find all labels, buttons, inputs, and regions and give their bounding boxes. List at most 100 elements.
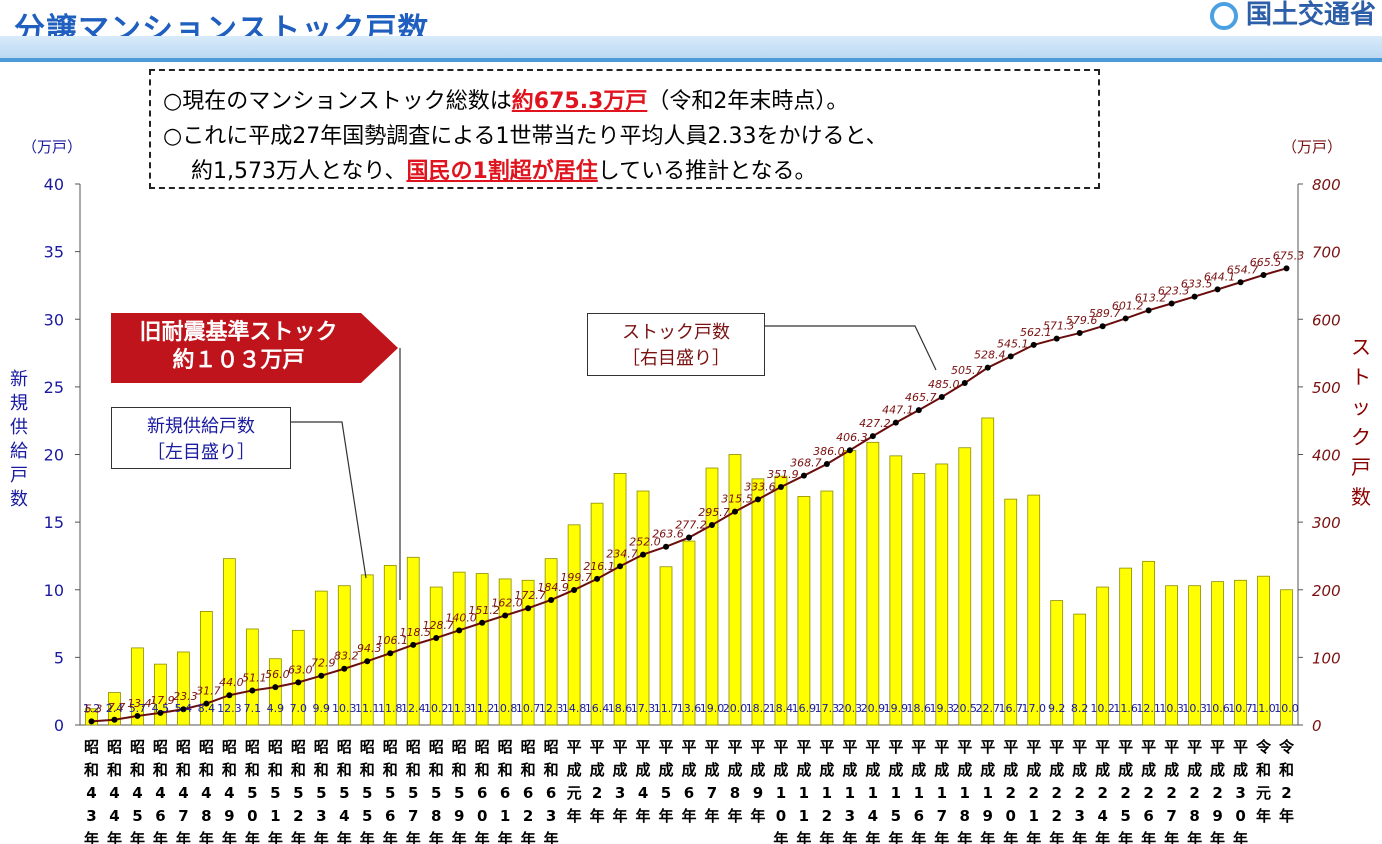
stock-point [525,605,532,612]
category-label-char: 成 [1164,761,1179,779]
category-label-char: 和 [406,761,421,779]
category-label-char: 年 [659,807,674,825]
category-label-char: 平 [1095,738,1110,756]
stock-value-label: 118.5 [399,626,431,639]
stock-point [180,706,187,713]
supply-bar [1119,567,1133,726]
supply-bar [406,556,420,726]
category-label-char: 昭 [452,738,467,756]
category-label-char: 昭 [521,738,536,756]
stock-point [1099,323,1106,330]
stock-value-label: 17.9 [150,694,175,707]
category-label-char: 4 [109,784,119,802]
category-label-char: 昭 [383,738,398,756]
category-label-char: 年 [360,830,375,844]
category-label-char: 年 [199,830,214,844]
category-label-char: 和 [222,761,237,779]
stock-value-label: 545.1 [997,337,1029,350]
category-label-char: 和 [291,761,306,779]
category-label-char: 5 [362,784,372,802]
category-label-char: 平 [865,738,880,756]
supply-value-label: 11.0 [1251,702,1276,715]
category-label-char: 9 [224,807,234,825]
stock-value-label: 44.0 [219,676,244,689]
supply-value-label: 20.0 [723,702,748,715]
right-tick-label: 100 [1312,649,1341,667]
left-tick-label: 20 [44,446,64,465]
stock-point [341,665,348,672]
stock-value-label: 633.5 [1181,278,1213,291]
stock-point [961,380,968,387]
stock-value-label: 665.5 [1250,256,1282,269]
category-label-char: 和 [383,761,398,779]
category-label-char: 和 [1279,761,1294,779]
stock-value-label: 368.7 [790,457,822,470]
stock-point [777,484,784,491]
stock-value-label: 63.0 [288,663,313,676]
category-label-char: 年 [1072,830,1087,844]
category-label-char: 4 [86,784,96,802]
category-label-char: 2 [1281,784,1291,802]
stock-value-label: 447.1 [882,404,914,417]
header-band [0,36,1382,58]
category-label-char: 和 [153,761,168,779]
category-label-char: 4 [109,807,119,825]
supply-bar [383,565,397,726]
supply-value-label: 18.6 [608,702,633,715]
category-label-char: 8 [1189,807,1199,825]
stock-value-label: 72.9 [311,657,336,670]
category-label-char: 年 [130,830,145,844]
callout-scale-note: ［右目盛り］ [622,348,730,369]
category-label-char: 5 [408,784,418,802]
category-label-char: 成 [819,761,834,779]
supply-bar [613,473,627,726]
category-labels: 昭和43年昭和44年昭和45年昭和46年昭和47年昭和48年昭和49年昭和50年… [84,738,1295,844]
right-tick-label: 800 [1312,176,1341,194]
category-label-char: 平 [957,738,972,756]
category-label-char: 和 [268,761,283,779]
category-label-char: 6 [155,807,165,825]
category-label-char: 年 [452,830,467,844]
category-label-char: 1 [891,784,901,802]
supply-value-label: 18.4 [769,702,794,715]
category-label-char: 8 [201,807,211,825]
category-label-char: 年 [819,830,834,844]
category-label-char: 平 [1164,738,1179,756]
category-label-char: 2 [1097,784,1107,802]
category-label-char: 和 [429,761,444,779]
stock-point [1191,293,1198,300]
stock-point [869,433,876,440]
category-label-char: 年 [750,807,765,825]
supply-value-label: 12.3 [217,702,242,715]
banner-text: 旧耐震基準ストック 約１０３万戸 [111,319,366,375]
category-label-char: 平 [1118,738,1133,756]
category-label-char: 8 [431,807,441,825]
stock-point [249,687,256,694]
supply-value-label: 8.2 [1071,702,1089,715]
category-label-char: 年 [84,830,99,844]
stock-value-label: 199.7 [560,571,592,584]
right-tick-label: 0 [1312,717,1322,735]
callout-title: 新規供給戸数 [147,416,255,437]
supply-bar [1050,600,1064,726]
stock-point [754,496,761,503]
category-label-char: 5 [316,784,326,802]
category-label-char: 年 [475,830,490,844]
category-label-char: 成 [1118,761,1133,779]
ministry-name: 国土交通省 [1245,0,1376,30]
supply-bar [131,647,144,726]
category-label-char: 昭 [84,738,99,756]
stock-value-label: 31.7 [196,685,221,698]
supply-bar [797,496,811,726]
category-label-char: 平 [773,738,788,756]
category-label-char: 年 [1003,830,1018,844]
category-label-char: 1 [799,807,809,825]
category-label-char: 和 [199,761,214,779]
category-label-char: 平 [681,738,696,756]
category-label-char: 平 [659,738,674,756]
category-label-char: 5 [132,807,142,825]
stock-point [1145,307,1152,314]
supply-value-label: 11.2 [470,702,495,715]
category-label-char: 成 [1072,761,1087,779]
category-label-char: 0 [477,807,487,825]
